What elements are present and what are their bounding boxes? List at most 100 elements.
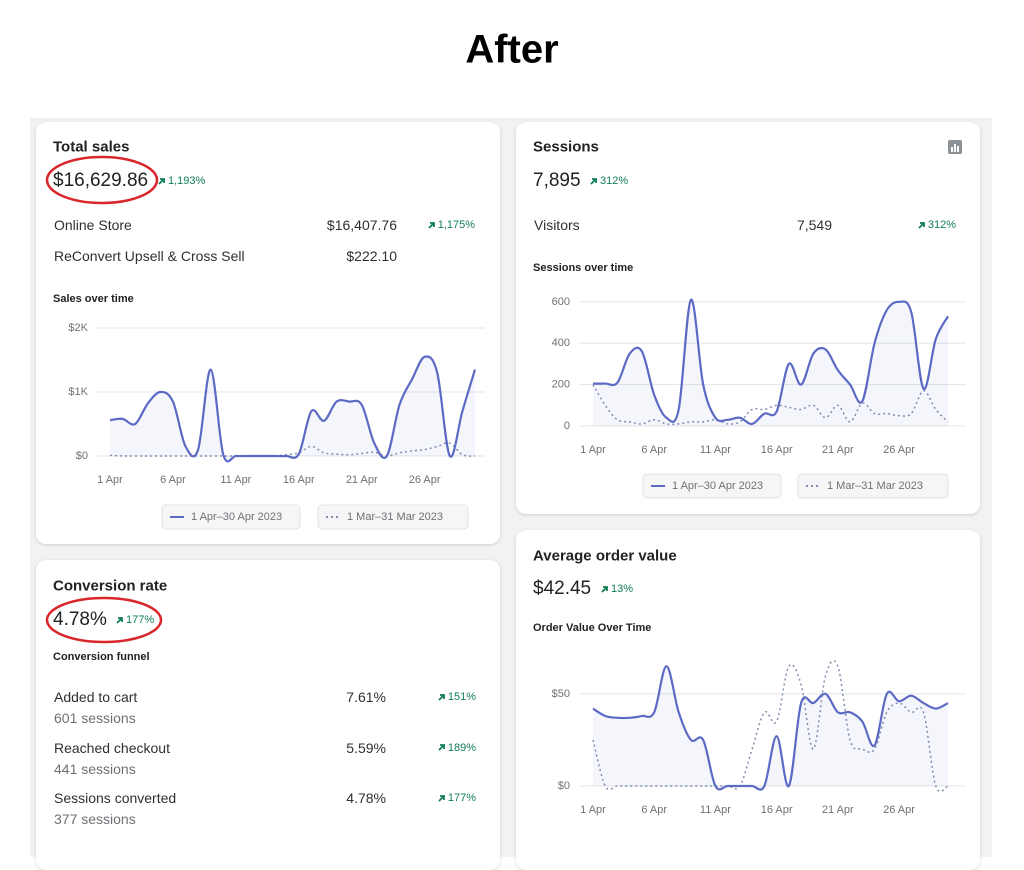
legend-label: 1 Mar–31 Mar 2023 [347,511,443,523]
x-tick-label: 11 Apr [700,804,731,816]
y-tick-label: 0 [564,420,570,432]
legend-label: 1 Mar–31 Mar 2023 [827,480,923,492]
up-arrow [116,616,123,624]
funnel-value: 4.78% [346,790,386,806]
x-tick-label: 26 Apr [409,474,441,486]
series-line [592,384,949,426]
card-title: Sessions [533,138,599,156]
row-change: 1,175% [428,219,475,231]
x-tick-label: 11 Apr [700,444,731,456]
highlight-circle [45,155,159,205]
x-tick-label: 1 Apr [580,444,606,456]
funnel-sessions: 601 sessions [54,710,136,726]
row-label: Visitors [534,217,580,233]
row-label: ReConvert Upsell & Cross Sell [54,248,245,264]
up-arrow [438,744,445,751]
metric-value: 7,895 [533,170,581,191]
row-change: 312% [918,219,956,231]
series-line [592,665,949,791]
row-value: 7,549 [796,217,832,233]
change-text: 1,175% [437,219,475,231]
up-arrow [601,585,608,593]
y-tick-label: 200 [552,379,570,391]
up-arrow [590,177,597,185]
x-tick-label: 1 Apr [97,474,123,486]
funnel-change: 177% [438,792,476,804]
funnel-sessions: 377 sessions [54,811,136,827]
row-value: $222.10 [346,248,397,264]
funnel-change: 189% [438,742,476,754]
series-line [592,298,949,426]
area-fill [593,666,948,790]
x-tick-label: 6 Apr [641,444,667,456]
x-tick-label: 1 Apr [580,804,606,816]
highlight-circle [45,596,163,644]
legend-box [317,504,469,530]
card-title: Conversion rate [53,577,168,595]
change-text: 312% [600,175,629,187]
x-tick-label: 26 Apr [883,804,915,816]
funnel-label: Reached checkout [54,739,170,756]
funnel-change: 151% [438,691,476,703]
y-tick-label: $1K [68,386,88,398]
row-value: $16,407.76 [326,217,397,233]
x-tick-label: 16 Apr [283,474,315,486]
row-label: Online Store [54,217,132,233]
x-tick-label: 26 Apr [883,444,915,456]
card [36,560,500,870]
x-tick-label: 21 Apr [822,804,854,816]
x-tick-label: 16 Apr [761,444,793,456]
card-title: Total sales [53,138,130,156]
x-tick-label: 6 Apr [641,804,667,816]
legend-label: 1 Apr–30 Apr 2023 [191,511,282,523]
series-line [109,442,476,457]
up-arrow [158,177,165,185]
chart-icon[interactable] [948,140,962,154]
funnel-sessions: 441 sessions [54,760,136,777]
metric-change: 177% [116,614,154,626]
change-text: 312% [927,219,956,231]
change-text: 189% [447,741,476,754]
funnel-value: 7.61% [346,689,386,705]
y-tick-label: $0 [558,780,570,792]
x-tick-label: 16 Apr [761,804,793,816]
chart-title: Sales over time [53,293,134,305]
funnel-label: Added to cart [54,689,138,705]
funnel-label: Sessions converted [54,790,177,806]
legend-box [642,473,782,499]
x-tick-label: 6 Apr [160,474,186,486]
y-tick-label: 400 [552,337,570,349]
change-text: 13% [611,583,634,595]
x-tick-label: 21 Apr [822,444,854,456]
chart-title: Sessions over time [533,262,634,274]
metric-change: 13% [601,583,633,595]
change-text: 177% [126,614,155,626]
metric-value: $42.45 [533,578,592,599]
funnel-title: Conversion funnel [53,651,150,663]
change-text: 177% [447,792,476,804]
page-title: After [465,27,559,72]
card-title: Average order value [533,547,677,565]
area-fill [110,356,475,462]
x-tick-label: 21 Apr [346,474,378,486]
metric-change: 312% [590,175,628,187]
legend-box [797,473,949,499]
y-tick-label: $2K [68,322,88,334]
metric-value: $16,629.86 [53,170,149,191]
change-text: 151% [447,691,476,703]
y-tick-label: $0 [76,450,88,462]
series-line [109,355,477,463]
legend-box [161,504,301,530]
x-tick-label: 11 Apr [220,474,251,486]
card [516,122,980,514]
up-arrow [438,693,445,701]
funnel-value: 5.59% [346,739,386,756]
legend-label: 1 Apr–30 Apr 2023 [672,480,763,492]
y-tick-label: 600 [552,296,570,308]
change-text: 1,193% [168,175,206,187]
chart-title: Order Value Over Time [533,622,652,634]
metric-value: 4.78% [53,609,107,630]
